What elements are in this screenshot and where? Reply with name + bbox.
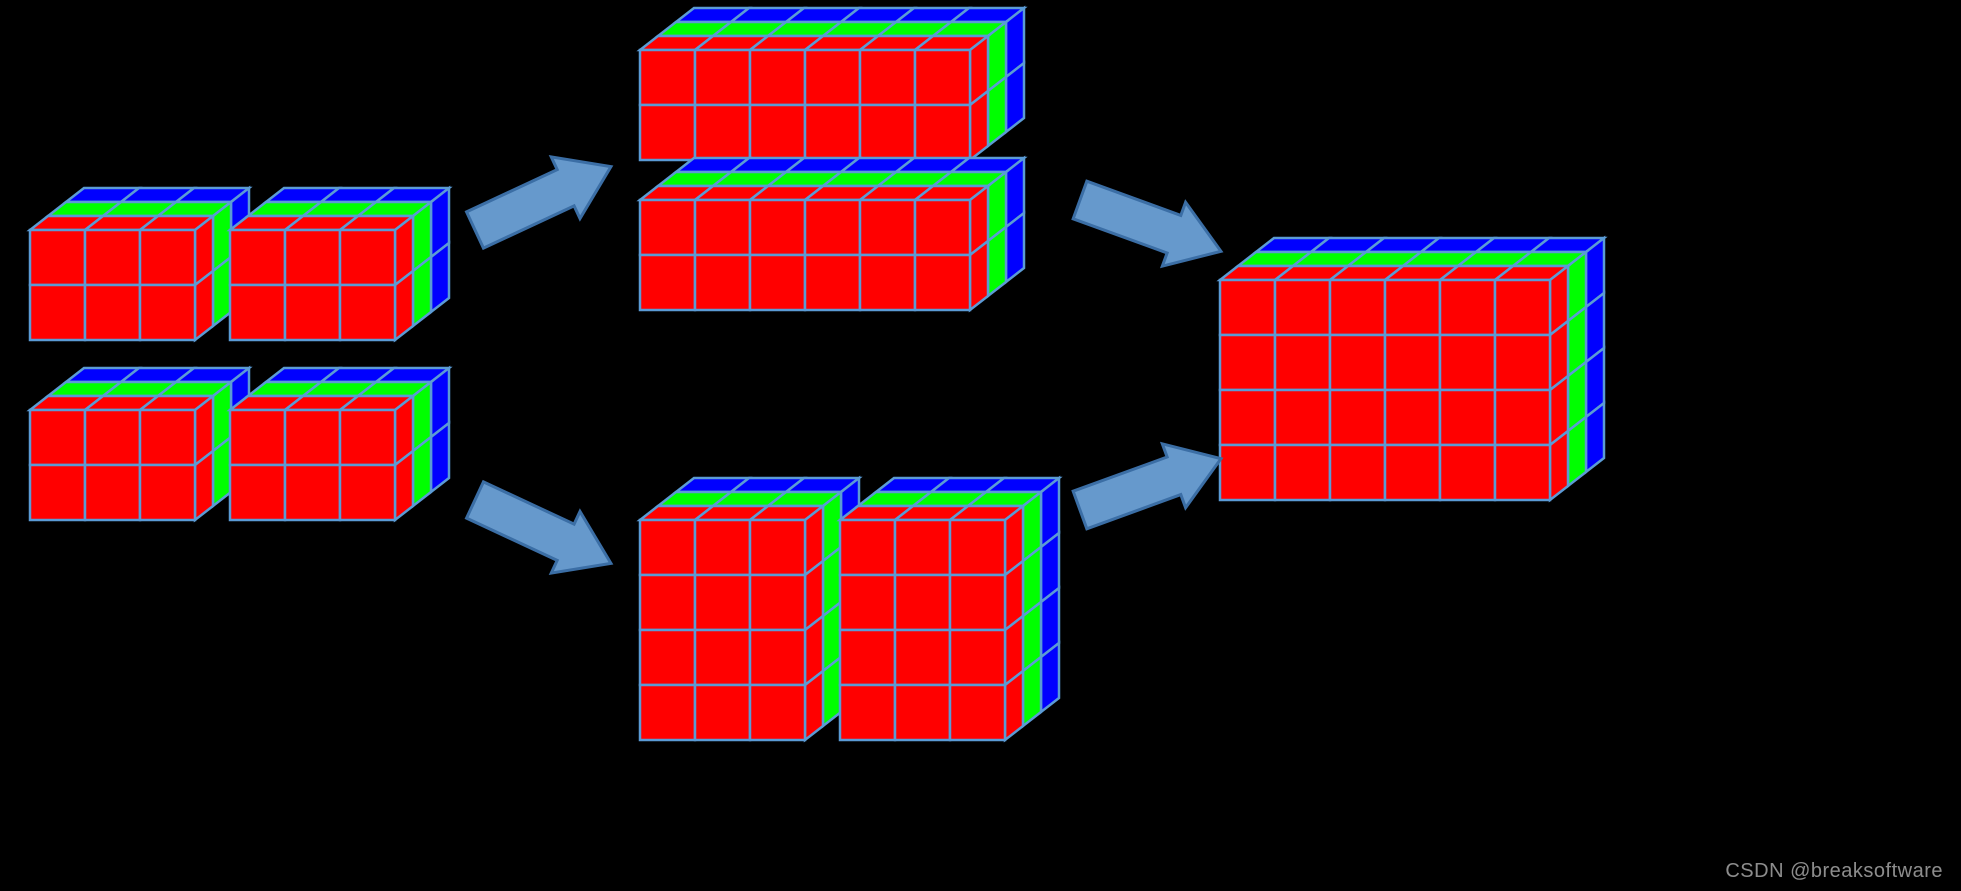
diagram-svg (0, 0, 1961, 891)
cuboid-A4 (230, 368, 449, 520)
cuboid-C2 (840, 478, 1059, 740)
cuboid-C1 (640, 478, 859, 740)
cuboid-A3 (30, 368, 249, 520)
cuboid-B1 (640, 8, 1024, 160)
cuboid-A1 (30, 188, 249, 340)
arrow-ar2 (461, 469, 626, 594)
watermark-text: CSDN @breaksoftware (1725, 860, 1943, 883)
arrow-ar3 (1068, 168, 1232, 283)
cuboid-B2 (640, 158, 1024, 310)
arrow-ar4 (1068, 427, 1232, 542)
cuboid-A2 (230, 188, 449, 340)
cuboid-D (1220, 238, 1604, 500)
arrow-ar1 (461, 136, 626, 261)
